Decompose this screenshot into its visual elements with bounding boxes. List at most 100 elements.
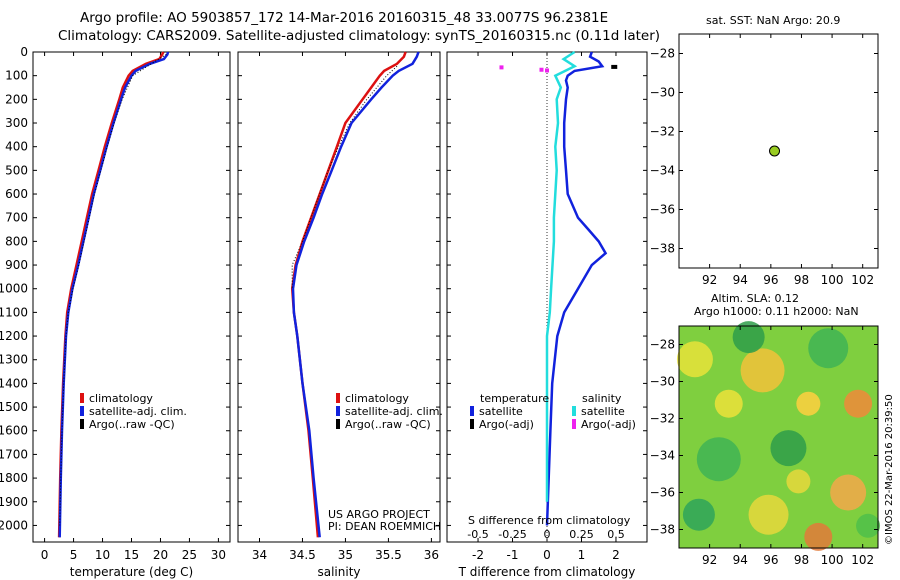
series-line-satellite-adj-clim- (58, 51, 170, 538)
s-tick-label: -0.25 (498, 528, 526, 541)
x-tick-label: 2 (612, 548, 620, 562)
x-tick-label: 0 (41, 548, 49, 562)
legend-label-t-satellite: satellite (479, 405, 523, 418)
x-tick-label: 20 (153, 548, 168, 562)
sla-heatmap-cell (856, 513, 881, 538)
legend-label-argo: Argo(..raw -QC) (89, 418, 175, 431)
temp-legend: climatology satellite-adj. clim. Argo(..… (80, 392, 187, 431)
legend-label-t-argo: Argo(-adj) (479, 418, 534, 431)
series-line-argo-raw-qc- (291, 65, 398, 289)
sla-heatmap-cell (682, 498, 715, 531)
argo-position-marker (769, 145, 781, 157)
depth-tick-label: 1100 (0, 305, 28, 319)
sal-legend: climatology satellite-adj. clim. Argo(..… (336, 392, 443, 431)
sla-heatmap-cell (740, 348, 785, 393)
series-line-s-satellite (545, 50, 578, 502)
sla-heatmap-cell (844, 389, 873, 418)
legend-swatch-t-argo (470, 419, 474, 429)
sla-heatmap-cell (808, 328, 849, 369)
legend-swatch-satellite (336, 406, 340, 416)
x-tick-label: -1 (507, 548, 519, 562)
map-x-tick-label: 102 (851, 553, 874, 567)
depth-tick-label: 1400 (0, 376, 28, 390)
legend-swatch-climatology (80, 393, 84, 403)
x-tick-label: 10 (95, 548, 110, 562)
depth-tick-label: 2000 (0, 518, 28, 532)
map-x-tick-label: 100 (821, 553, 844, 567)
legend-swatch-satellite (80, 406, 84, 416)
map-x-tick-label: 98 (794, 273, 809, 287)
s-tick-label: 0.5 (607, 528, 625, 541)
diff-legend-temperature: temperature satellite Argo(-adj) (470, 392, 549, 431)
legend-title-temperature: temperature (480, 392, 550, 405)
map-y-tick-label: −36 (650, 203, 675, 217)
map-x-tick-label: 96 (763, 553, 778, 567)
sla-heatmap-cell (786, 469, 811, 494)
depth-tick-label: 900 (5, 258, 28, 272)
plot-title-line1: Argo profile: AO 5903857_172 14-Mar-2016… (80, 10, 609, 26)
legend-swatch-argo (336, 419, 340, 429)
x-tick-label: 35.5 (375, 548, 402, 562)
map-y-tick-label: −34 (650, 164, 675, 178)
legend-swatch-s-argo (572, 419, 576, 429)
depth-tick-label: 1900 (0, 495, 28, 509)
depth-tick-label: 700 (5, 211, 28, 225)
legend-label-s-satellite: satellite (581, 405, 625, 418)
map-x-tick-label: 92 (702, 553, 717, 567)
legend-swatch-climatology (336, 393, 340, 403)
depth-tick-label: 500 (5, 163, 28, 177)
depth-tick-label: 1000 (0, 282, 28, 296)
depth-tick-label: 600 (5, 187, 28, 201)
legend-label-climatology: climatology (345, 392, 409, 405)
sla-heatmap-cell (748, 494, 789, 535)
series-line-t-satellite (545, 51, 608, 526)
map-frame (678, 33, 879, 269)
series-line-climatology (290, 51, 407, 538)
map-x-tick-label: 94 (733, 273, 748, 287)
depth-tick-label: 400 (5, 140, 28, 154)
sst-title: sat. SST: NaN Argo: 20.9 (706, 14, 841, 27)
map-y-tick-label: −36 (650, 486, 675, 500)
map-y-tick-label: −30 (650, 375, 675, 389)
x-tick-label: 34.5 (289, 548, 316, 562)
map-x-tick-label: 100 (821, 273, 844, 287)
legend-label-satellite: satellite-adj. clim. (89, 405, 187, 418)
legend-label-climatology: climatology (89, 392, 153, 405)
x-tick-label: 34 (252, 548, 267, 562)
diff-legend-salinity: salinity satellite Argo(-adj) (572, 392, 636, 431)
x-tick-label: 1 (578, 548, 586, 562)
legend-label-s-argo: Argo(-adj) (581, 418, 636, 431)
sla-heatmap-cell (804, 522, 833, 551)
legend-label-satellite: satellite-adj. clim. (345, 405, 443, 418)
depth-tick-label: 100 (5, 69, 28, 83)
project-annotation: US ARGO PROJECT (328, 508, 430, 521)
depth-tick-label: 1200 (0, 329, 28, 343)
map-x-tick-label: 98 (794, 553, 809, 567)
x-tick-label: 30 (211, 548, 226, 562)
s-tick-label: 0 (544, 528, 551, 541)
x-tick-label: 0 (543, 548, 551, 562)
map-x-tick-label: 94 (733, 553, 748, 567)
sla-heatmap-cell (676, 341, 713, 378)
depth-tick-label: 1300 (0, 353, 28, 367)
depth-tick-label: 300 (5, 116, 28, 130)
series-line-satellite-adj-clim- (291, 51, 420, 538)
x-tick-label: 5 (70, 548, 78, 562)
depth-tick-label: 1700 (0, 447, 28, 461)
panel-frame (237, 51, 441, 543)
sla-heatmap-cell (796, 391, 821, 416)
plot-title-line2: Climatology: CARS2009. Satellite-adjuste… (58, 28, 661, 44)
x-tick-label: 15 (124, 548, 139, 562)
map-frame (678, 325, 879, 549)
map-x-tick-label: 102 (851, 273, 874, 287)
depth-tick-label: 200 (5, 92, 28, 106)
x-tick-label: -2 (472, 548, 484, 562)
x-tick-label: 25 (182, 548, 197, 562)
legend-label-argo: Argo(..raw -QC) (345, 418, 431, 431)
x-tick-label: 35 (338, 548, 353, 562)
map-y-tick-label: −32 (650, 412, 675, 426)
argo-s-diff-mark (499, 65, 504, 70)
x-axis-label: salinity (317, 565, 360, 579)
argo-t-diff-mark (611, 64, 618, 69)
